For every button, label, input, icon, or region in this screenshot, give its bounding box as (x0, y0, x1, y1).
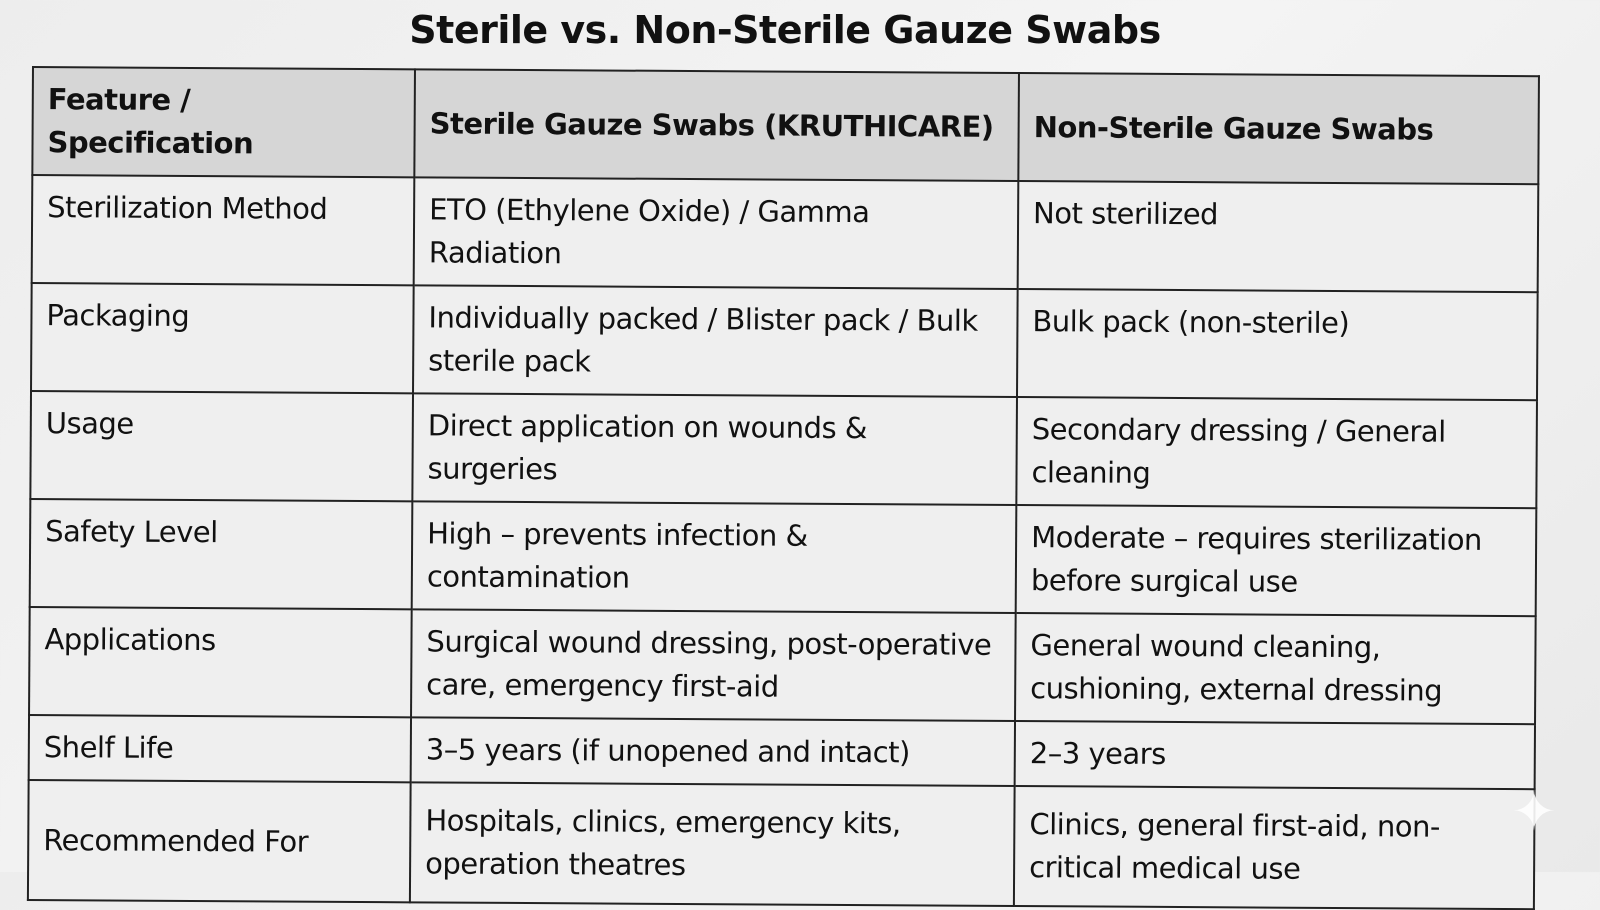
cell-feature: Usage (30, 391, 414, 502)
cell-feature: Safety Level (29, 498, 413, 610)
comparison-table: Feature / Specification Sterile Gauze Sw… (27, 66, 1540, 910)
cell-sterile: 3–5 years (if unopened and intact) (410, 717, 1016, 787)
table-row: Applications Surgical wound dressing, po… (29, 606, 1536, 725)
cell-sterile: Individually packed / Blister pack / Bul… (413, 285, 1018, 398)
cell-sterile: Hospitals, clinics, emergency kits, oper… (409, 782, 1015, 907)
header-feature: Feature / Specification (32, 67, 415, 178)
header-sterile: Sterile Gauze Swabs (KRUTHICARE) (414, 69, 1019, 182)
cell-feature: Recommended For (27, 779, 411, 903)
table-row: Usage Direct application on wounds & sur… (30, 391, 1537, 509)
cell-sterile: Surgical wound dressing, post-operative … (411, 609, 1016, 722)
table-row: Safety Level High – prevents infection &… (29, 498, 1537, 617)
sparkle-icon: ✦ (1511, 780, 1557, 843)
cell-feature: Applications (29, 606, 412, 718)
cell-non-sterile: General wound cleaning, cushioning, exte… (1015, 613, 1536, 725)
cell-sterile: Direct application on wounds & surgeries (412, 393, 1017, 506)
table-row: Sterilization Method ETO (Ethylene Oxide… (31, 175, 1539, 293)
header-row: Feature / Specification Sterile Gauze Sw… (32, 67, 1539, 185)
cell-non-sterile: Bulk pack (non-sterile) (1016, 289, 1538, 401)
cell-feature: Shelf Life (28, 714, 412, 783)
table-row: Packaging Individually packed / Blister … (31, 283, 1538, 401)
table-row: Shelf Life 3–5 years (if unopened and in… (28, 714, 1536, 790)
cell-non-sterile: Clinics, general first-aid, non-critical… (1013, 786, 1535, 910)
cell-sterile: High – prevents infection & contaminatio… (411, 501, 1017, 614)
cell-sterile: ETO (Ethylene Oxide) / Gamma Radiation (413, 177, 1019, 290)
cell-non-sterile: Not sterilized (1017, 181, 1539, 293)
cell-non-sterile: 2–3 years (1014, 721, 1536, 790)
page-title: Sterile vs. Non-Sterile Gauze Swabs (409, 8, 1161, 52)
cell-feature: Sterilization Method (31, 175, 415, 286)
cell-non-sterile: Moderate – requires sterilization before… (1015, 505, 1537, 617)
table-row: Recommended For Hospitals, clinics, emer… (27, 779, 1535, 910)
cell-non-sterile: Secondary dressing / General cleaning (1016, 397, 1537, 509)
header-non-sterile: Non-Sterile Gauze Swabs (1018, 73, 1539, 185)
cell-feature: Packaging (31, 283, 414, 394)
